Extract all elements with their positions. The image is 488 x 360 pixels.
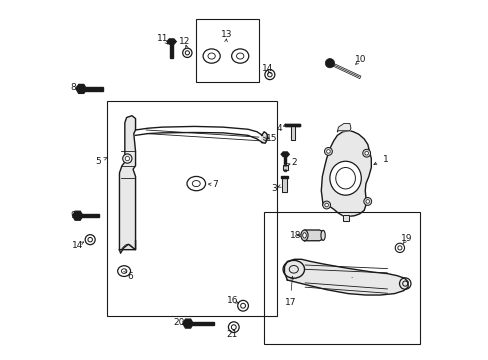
Bar	[283, 165, 287, 170]
Ellipse shape	[302, 233, 305, 238]
Text: 5: 5	[95, 157, 101, 166]
Text: 10: 10	[354, 55, 366, 64]
Text: 1: 1	[382, 155, 388, 164]
Bar	[285, 123, 299, 126]
Bar	[196, 19, 258, 82]
Polygon shape	[304, 230, 323, 241]
Polygon shape	[183, 319, 193, 328]
Text: 4: 4	[276, 124, 282, 133]
Text: 17: 17	[284, 298, 295, 307]
Text: 15: 15	[265, 134, 277, 143]
Text: 14: 14	[262, 64, 273, 73]
Ellipse shape	[320, 230, 325, 240]
Text: 21: 21	[226, 330, 237, 339]
Bar	[281, 176, 287, 178]
Polygon shape	[284, 259, 407, 295]
Text: 8: 8	[71, 83, 77, 92]
Ellipse shape	[300, 230, 307, 241]
Circle shape	[122, 154, 132, 163]
Text: 12: 12	[179, 37, 190, 46]
Bar	[282, 177, 286, 192]
Bar	[290, 124, 294, 140]
Text: 2: 2	[290, 158, 296, 167]
Bar	[285, 123, 299, 126]
Polygon shape	[281, 152, 288, 157]
Text: 3: 3	[270, 184, 276, 193]
Bar	[81, 87, 102, 90]
Polygon shape	[119, 116, 135, 249]
Circle shape	[324, 148, 332, 156]
Bar	[342, 215, 348, 221]
Bar	[170, 41, 173, 58]
Circle shape	[363, 198, 371, 205]
Text: 6: 6	[127, 272, 133, 281]
Text: 13: 13	[221, 30, 232, 39]
Text: 16: 16	[227, 296, 238, 305]
Text: .: .	[350, 273, 352, 279]
Circle shape	[324, 203, 328, 207]
Polygon shape	[76, 85, 86, 93]
Polygon shape	[261, 132, 267, 143]
Circle shape	[365, 200, 369, 203]
Bar	[342, 215, 348, 221]
Circle shape	[362, 149, 370, 157]
Text: 7: 7	[212, 180, 218, 189]
Text: 18: 18	[289, 231, 300, 240]
Bar	[283, 165, 287, 170]
Text: 9: 9	[71, 211, 77, 220]
Bar	[188, 322, 213, 325]
Text: 20: 20	[173, 318, 185, 327]
Circle shape	[364, 152, 367, 155]
Text: 11: 11	[157, 34, 168, 43]
Polygon shape	[321, 131, 370, 216]
Ellipse shape	[329, 161, 361, 195]
Text: 19: 19	[400, 234, 411, 243]
Bar	[282, 177, 286, 192]
Polygon shape	[72, 211, 82, 220]
Bar	[284, 154, 286, 171]
Circle shape	[322, 201, 330, 209]
Polygon shape	[167, 39, 176, 44]
Circle shape	[125, 157, 129, 161]
Bar	[107, 102, 276, 316]
Bar	[290, 124, 294, 140]
Circle shape	[326, 150, 329, 153]
Bar	[78, 214, 99, 217]
Polygon shape	[337, 123, 350, 132]
Circle shape	[325, 59, 334, 68]
Bar	[290, 124, 294, 140]
Text: 14: 14	[72, 240, 83, 249]
Bar	[264, 212, 419, 344]
